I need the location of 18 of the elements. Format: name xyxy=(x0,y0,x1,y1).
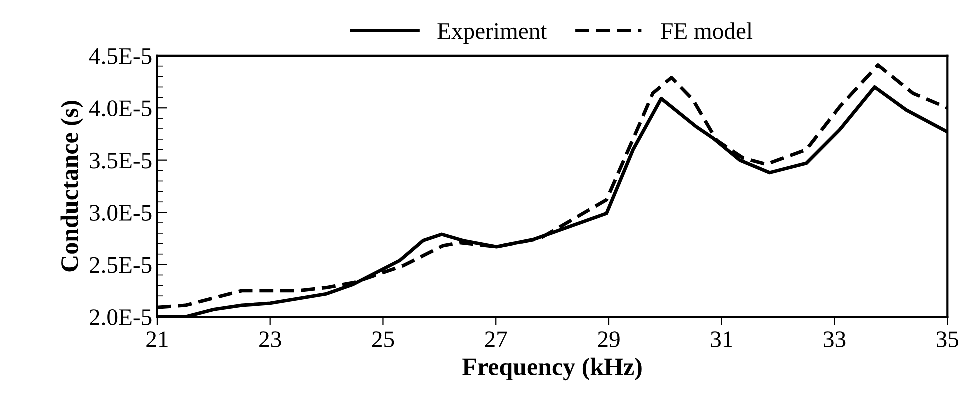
x-tick-label: 23 xyxy=(260,332,282,348)
x-tick-label: 31 xyxy=(711,332,732,348)
x-tick-label: 33 xyxy=(824,332,846,348)
y-tick-label: 3.5E-5 xyxy=(90,152,152,169)
x-tick-label: 35 xyxy=(936,332,959,348)
x-tick-label: 25 xyxy=(372,332,394,348)
legend-label: Experiment xyxy=(438,23,548,44)
x-tick-label: 27 xyxy=(485,332,508,348)
y-tick-label: 3.0E-5 xyxy=(90,205,152,222)
x-tick-label: 21 xyxy=(146,332,168,348)
y-tick-label: 4.5E-5 xyxy=(89,48,152,64)
x-tick-label: 29 xyxy=(598,332,620,348)
legend-label: FE model xyxy=(661,22,753,40)
y-tick-label: 2.0E-5 xyxy=(90,310,152,326)
x-axis-title: Frequency (kHz) xyxy=(462,358,642,381)
y-tick-label: 2.5E-5 xyxy=(90,257,152,274)
y-axis-title: Conductance (s) xyxy=(60,101,84,272)
y-tick-label: 4.0E-5 xyxy=(89,100,152,117)
